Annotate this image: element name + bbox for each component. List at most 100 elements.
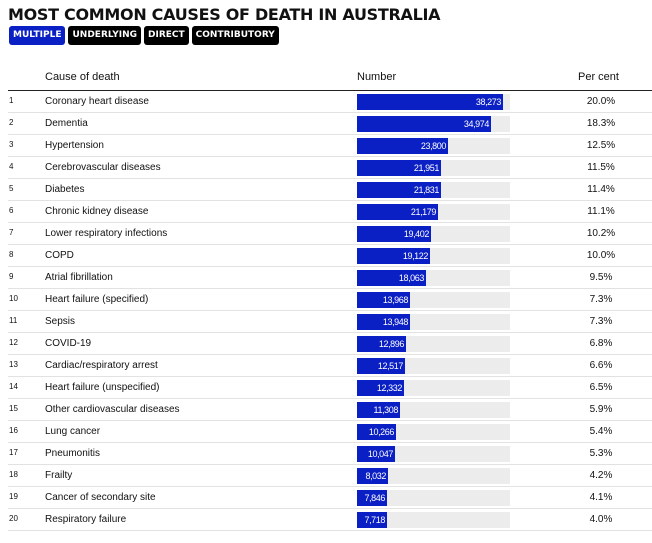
bar-track: 10,266	[357, 424, 510, 440]
table-row: 14 Heart failure (unspecified) 12,332 6.5%	[0, 377, 652, 399]
bar-value-label: 13,948	[382, 317, 409, 327]
percent-label: 10.0%	[586, 250, 616, 261]
cause-label: Other cardiovascular diseases	[45, 404, 180, 415]
rank-label: 20	[9, 514, 18, 523]
chart-title: MOST COMMON CAUSES OF DEATH IN AUSTRALIA	[8, 5, 441, 24]
bar-track: 13,968	[357, 292, 510, 308]
bar: 21,831	[357, 182, 441, 198]
bar-value-label: 13,968	[382, 295, 409, 305]
rank-label: 11	[9, 316, 18, 325]
table-row: 4 Cerebrovascular diseases 21,951 11.5%	[0, 157, 652, 179]
rank-label: 17	[9, 448, 18, 457]
bar: 34,974	[357, 116, 491, 132]
cause-label: Lower respiratory infections	[45, 228, 168, 239]
column-header-cause: Cause of death	[45, 71, 120, 83]
bar: 13,948	[357, 314, 410, 330]
table-row: 2 Dementia 34,974 18.3%	[0, 113, 652, 135]
bar-track: 38,273	[357, 94, 510, 110]
bar-track: 19,122	[357, 248, 510, 264]
table-row: 6 Chronic kidney disease 21,179 11.1%	[0, 201, 652, 223]
percent-label: 4.1%	[589, 492, 613, 503]
bar-track: 21,951	[357, 160, 510, 176]
bar-value-label: 23,800	[420, 141, 447, 151]
chart-rows: 1 Coronary heart disease 38,273 20.0% 2 Demen…	[0, 91, 652, 531]
percent-label: 10.2%	[586, 228, 616, 239]
cause-label: Coronary heart disease	[45, 96, 149, 107]
bar-track: 12,896	[357, 336, 510, 352]
table-row: 19 Cancer of secondary site 7,846 4.1%	[0, 487, 652, 509]
rank-label: 16	[9, 426, 18, 435]
bar: 23,800	[357, 138, 448, 154]
percent-label: 5.3%	[589, 448, 613, 459]
column-header-percent: Per cent	[578, 71, 619, 83]
table-row: 15 Other cardiovascular diseases 11,308 5.9…	[0, 399, 652, 421]
bar-value-label: 38,273	[475, 97, 502, 107]
cause-label: Dementia	[45, 118, 88, 129]
bar-value-label: 7,846	[364, 493, 385, 503]
bar-value-label: 10,047	[367, 449, 394, 459]
bar: 13,968	[357, 292, 410, 308]
table-row: 16 Lung cancer 10,266 5.4%	[0, 421, 652, 443]
percent-label: 5.9%	[589, 404, 613, 415]
percent-label: 18.3%	[586, 118, 616, 129]
bar-track: 23,800	[357, 138, 510, 154]
percent-label: 11.4%	[587, 184, 615, 195]
column-header-number: Number	[357, 71, 397, 83]
cause-label: Diabetes	[45, 184, 85, 195]
rank-label: 2	[9, 118, 14, 127]
percent-label: 9.5%	[589, 272, 613, 283]
percent-label: 6.8%	[589, 338, 613, 349]
table-row: 7 Lower respiratory infections 19,402 10.2%	[0, 223, 652, 245]
bar-value-label: 10,266	[368, 427, 395, 437]
bar: 7,846	[357, 490, 387, 506]
bar-track: 11,308	[357, 402, 510, 418]
percent-label: 4.2%	[589, 470, 613, 481]
measure-tabs: MULTIPLE UNDERLYING DIRECT CONTRIBUTORY	[9, 26, 279, 45]
rank-label: 7	[9, 228, 14, 237]
bar: 21,951	[357, 160, 441, 176]
rank-label: 3	[9, 140, 14, 149]
rank-label: 1	[9, 96, 14, 105]
cause-label: Cancer of secondary site	[45, 492, 156, 503]
cause-label: Cardiac/respiratory arrest	[45, 360, 158, 371]
bar-value-label: 7,718	[364, 515, 385, 525]
bar-track: 7,718	[357, 512, 510, 528]
bar-value-label: 21,951	[413, 163, 440, 173]
bar: 10,047	[357, 446, 395, 462]
tab-multiple[interactable]: MULTIPLE	[9, 26, 66, 45]
table-row: 20 Respiratory failure 7,718 4.0%	[0, 509, 652, 531]
cause-label: Chronic kidney disease	[45, 206, 149, 217]
bar-value-label: 19,402	[403, 229, 430, 239]
table-row: 11 Sepsis 13,948 7.3%	[0, 311, 652, 333]
bar-value-label: 19,122	[402, 251, 429, 261]
header-divider	[8, 90, 652, 91]
cause-label: Respiratory failure	[45, 514, 127, 525]
bar-track: 18,063	[357, 270, 510, 286]
bar: 19,402	[357, 226, 431, 242]
cause-label: COPD	[45, 250, 74, 261]
percent-label: 20.0%	[586, 96, 616, 107]
percent-label: 7.3%	[589, 294, 613, 305]
cause-label: Atrial fibrillation	[45, 272, 113, 283]
rank-label: 8	[9, 250, 14, 259]
bar-value-label: 12,517	[377, 361, 404, 371]
percent-label: 11.1%	[587, 206, 615, 217]
bar-track: 21,179	[357, 204, 510, 220]
tab-underlying[interactable]: UNDERLYING	[68, 26, 141, 45]
table-row: 17 Pneumonitis 10,047 5.3%	[0, 443, 652, 465]
bar-value-label: 12,896	[378, 339, 405, 349]
table-row: 8 COPD 19,122 10.0%	[0, 245, 652, 267]
percent-label: 7.3%	[589, 316, 613, 327]
bar-value-label: 21,831	[413, 185, 440, 195]
bar: 7,718	[357, 512, 387, 528]
bar-track: 34,974	[357, 116, 510, 132]
rank-label: 6	[9, 206, 14, 215]
tab-direct[interactable]: DIRECT	[144, 26, 189, 45]
percent-label: 12.5%	[586, 140, 616, 151]
bar-value-label: 21,179	[410, 207, 437, 217]
tab-contributory[interactable]: CONTRIBUTORY	[191, 26, 279, 45]
bar: 11,308	[357, 402, 400, 418]
rank-label: 12	[9, 338, 18, 347]
cause-label: COVID-19	[45, 338, 92, 349]
percent-label: 6.5%	[589, 382, 613, 393]
